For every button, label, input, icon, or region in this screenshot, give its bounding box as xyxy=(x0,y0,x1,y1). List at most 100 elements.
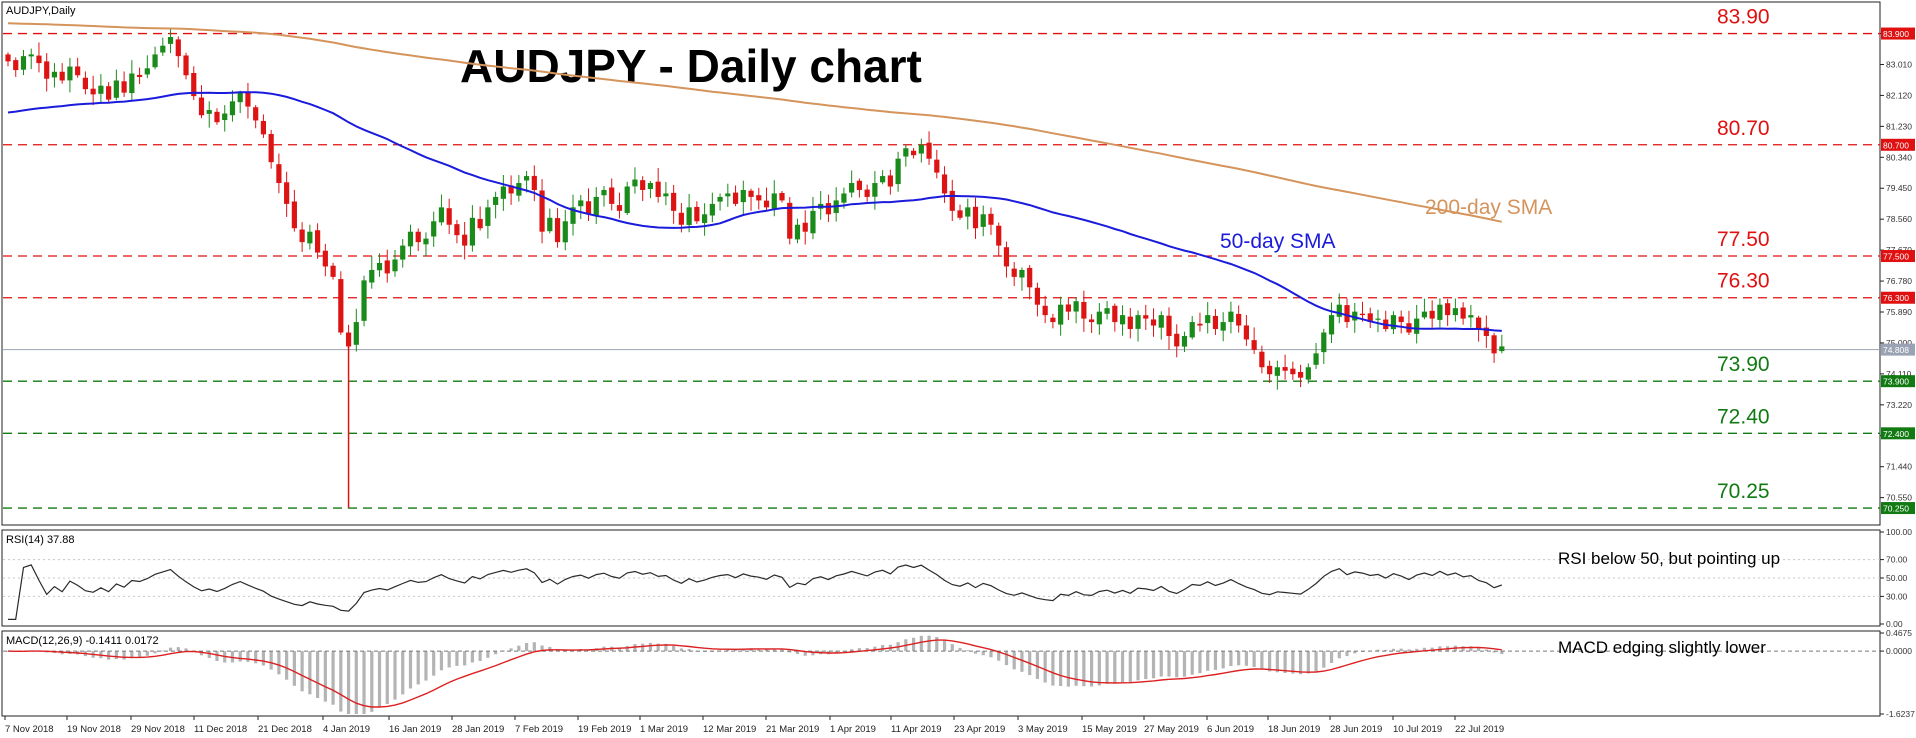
candle-body xyxy=(67,66,73,81)
macd-bar xyxy=(1484,649,1488,652)
candle-body xyxy=(1073,301,1079,312)
candle-body xyxy=(1359,313,1366,316)
macd-bar xyxy=(238,651,242,662)
candle-body xyxy=(640,180,646,190)
candle-body xyxy=(214,111,220,123)
candle-body xyxy=(732,192,739,204)
macd-bar xyxy=(137,651,142,658)
macd-bar xyxy=(811,651,815,656)
candle-body xyxy=(794,224,801,240)
macd-bar xyxy=(873,646,877,652)
rsi-tick-label: 30.00 xyxy=(1886,591,1908,601)
macd-bar xyxy=(1175,651,1179,678)
macd-bar xyxy=(881,645,885,652)
macd-bar xyxy=(230,651,235,663)
macd-bar xyxy=(463,651,467,666)
macd-bar xyxy=(1322,651,1326,668)
macd-bar xyxy=(1376,649,1380,652)
candle-body xyxy=(376,262,383,271)
level-tag xyxy=(1881,138,1915,151)
candle-body xyxy=(454,224,460,236)
candle-body xyxy=(880,176,886,183)
candle-body xyxy=(136,74,143,78)
macd-bar xyxy=(517,645,521,652)
macd-bar xyxy=(316,651,320,699)
candle-body xyxy=(771,193,777,209)
macd-bar xyxy=(393,651,397,700)
macd-bar xyxy=(617,647,622,652)
candle-body xyxy=(98,85,104,94)
x-tick-label: 3 May 2019 xyxy=(1018,724,1068,735)
level-tag-label: 72.400 xyxy=(1883,429,1909,439)
candle-body xyxy=(82,77,88,90)
macd-bar xyxy=(1105,651,1109,684)
candle-body xyxy=(910,150,917,156)
macd-label: MACD(12,26,9) -0.1411 0.0172 xyxy=(6,635,159,647)
macd-bar xyxy=(950,644,954,652)
macd-bar xyxy=(532,642,536,652)
candle-body xyxy=(1267,365,1273,375)
candle-body xyxy=(1344,305,1350,323)
current-price-tag xyxy=(1881,343,1915,356)
level-tag xyxy=(1881,427,1915,440)
macd-bar xyxy=(114,651,118,660)
macd-bar xyxy=(1090,651,1094,687)
candle-body xyxy=(887,175,893,187)
candle-body xyxy=(431,221,437,237)
level-tag-label: 73.900 xyxy=(1883,377,1909,387)
candle-body xyxy=(1174,333,1180,347)
x-tick-label: 6 Jun 2019 xyxy=(1207,724,1254,735)
candle-body xyxy=(392,259,398,272)
candle-body xyxy=(1042,305,1048,316)
level-tag-label: 80.700 xyxy=(1883,140,1909,150)
candle-body xyxy=(1181,335,1188,347)
candle-body xyxy=(996,225,1002,246)
candle-body xyxy=(702,214,708,223)
macd-bar xyxy=(757,648,761,652)
x-tick-label: 19 Feb 2019 xyxy=(578,724,631,735)
price-tick-label: 80.340 xyxy=(1886,152,1912,162)
level-tag xyxy=(1881,27,1915,40)
price-tick-label: 81.230 xyxy=(1886,121,1912,131)
candle-body xyxy=(523,176,530,181)
macd-bar xyxy=(1260,651,1264,670)
macd-tick-label: 0.0000 xyxy=(1886,646,1912,656)
candle-body xyxy=(1096,311,1102,325)
candle-body xyxy=(787,202,793,239)
level-tag-label: 70.250 xyxy=(1883,504,1909,514)
candle-body xyxy=(369,269,375,283)
candle-body xyxy=(75,66,81,76)
candle-body xyxy=(1429,310,1435,319)
candle-body xyxy=(895,158,901,185)
macd-bar xyxy=(1051,651,1055,686)
rsi-annotation: RSI below 50, but pointing up xyxy=(1558,549,1780,568)
level-label: 73.90 xyxy=(1717,353,1770,376)
candle-body xyxy=(338,279,344,333)
candle-body xyxy=(361,280,367,321)
macd-bar xyxy=(331,651,335,705)
macd-bar xyxy=(1120,651,1125,683)
macd-bar xyxy=(362,651,366,714)
macd-bar xyxy=(424,651,428,681)
sma-50-annotation: 50-day SMA xyxy=(1220,230,1336,253)
candle-body xyxy=(740,189,746,203)
candle-body xyxy=(593,196,599,216)
macd-bar xyxy=(981,651,985,656)
candle-body xyxy=(129,73,135,94)
macd-bar xyxy=(1128,651,1132,683)
macd-bar xyxy=(1492,651,1496,653)
macd-bar xyxy=(1345,651,1349,657)
macd-bar xyxy=(455,651,459,666)
rsi-tick-label: 100.00 xyxy=(1886,527,1912,537)
candle-body xyxy=(462,234,468,246)
candle-body xyxy=(872,183,878,197)
candle-body xyxy=(276,164,282,184)
candle-body xyxy=(632,179,638,187)
candle-body xyxy=(663,193,669,197)
candle-body xyxy=(624,186,630,213)
rsi-tick-label: 0.00 xyxy=(1886,619,1903,629)
candle-body xyxy=(469,217,475,246)
candle-body xyxy=(1243,325,1249,340)
candle-body xyxy=(1027,267,1033,288)
macd-bar xyxy=(788,651,792,653)
